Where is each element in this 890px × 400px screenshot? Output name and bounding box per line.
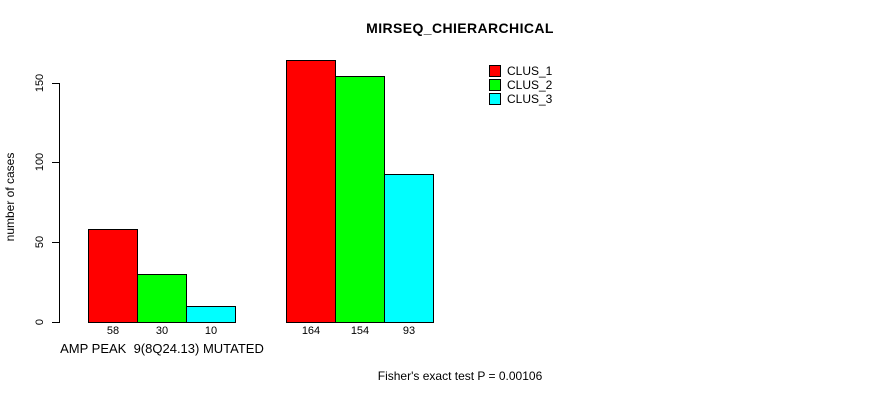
x-axis-group-label: AMP PEAK 9(8Q24.13) MUTATED xyxy=(60,341,264,356)
bar-value-label: 58 xyxy=(106,325,120,337)
bar-clus_2-group2 xyxy=(335,76,385,323)
legend-label: CLUS_2 xyxy=(507,78,553,92)
legend-label: CLUS_3 xyxy=(507,92,553,106)
bar-clus_1-group1 xyxy=(88,229,138,323)
y-axis-line xyxy=(59,82,60,323)
legend-swatch-icon xyxy=(489,79,501,91)
bar-value-label: 30 xyxy=(155,325,169,337)
legend: CLUS_1 CLUS_2 CLUS_3 xyxy=(489,64,552,106)
chart-title: MIRSEQ_CHIERARCHICAL xyxy=(366,20,554,36)
legend-swatch-icon xyxy=(489,93,501,105)
y-tick-label: 0 xyxy=(34,318,46,326)
bar-clus_3-group2 xyxy=(384,174,434,323)
y-axis-tick xyxy=(52,82,59,84)
y-axis-tick xyxy=(52,322,59,323)
bar-clus_1-group2 xyxy=(286,60,336,323)
legend-item-clus_1: CLUS_1 xyxy=(489,64,552,78)
legend-item-clus_2: CLUS_2 xyxy=(489,78,552,92)
y-tick-label: 150 xyxy=(34,73,46,92)
bar-value-label: 10 xyxy=(204,325,218,337)
y-tick-label: 100 xyxy=(34,153,46,172)
bar-value-label: 154 xyxy=(350,325,370,337)
bar-clus_3-group1 xyxy=(186,306,236,323)
bar-clus_2-group1 xyxy=(137,274,187,323)
bar-value-label: 93 xyxy=(402,325,416,337)
y-tick-label: 50 xyxy=(34,236,46,249)
y-axis-tick xyxy=(52,242,59,244)
legend-item-clus_3: CLUS_3 xyxy=(489,92,552,106)
y-axis-title: number of cases xyxy=(3,152,17,242)
stat-annotation: Fisher's exact test P = 0.00106 xyxy=(377,369,543,383)
legend-swatch-icon xyxy=(489,65,501,77)
bar-value-label: 164 xyxy=(301,325,321,337)
legend-label: CLUS_1 xyxy=(507,64,553,78)
y-axis-tick xyxy=(52,162,59,164)
